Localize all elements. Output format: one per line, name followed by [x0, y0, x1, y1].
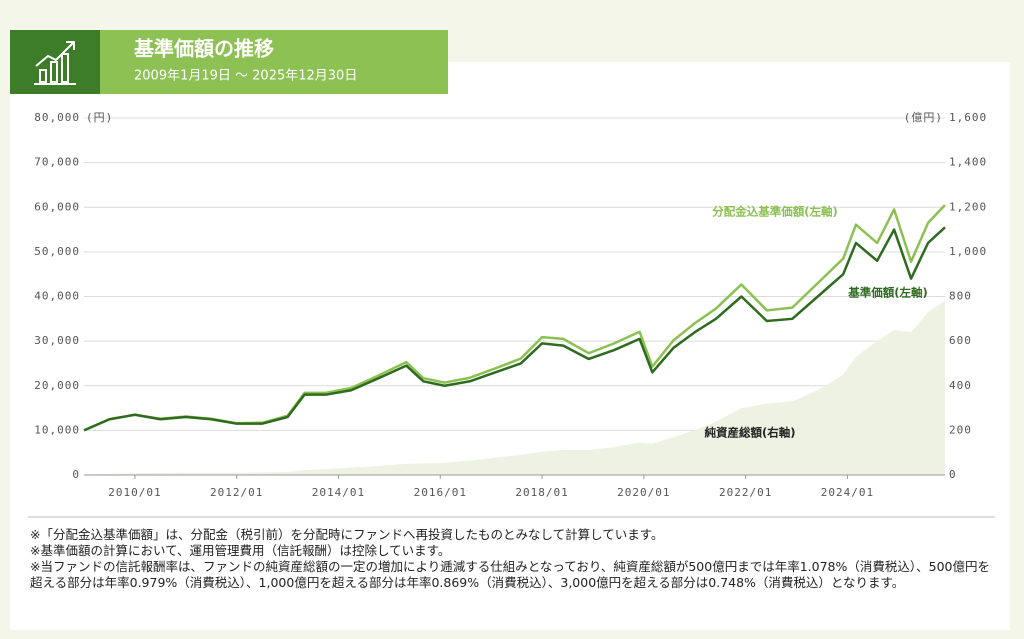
y2-tick-label: 1,200: [949, 200, 987, 213]
y-tick-label: 40,000: [34, 290, 80, 303]
y2-tick-label: 400: [949, 379, 972, 392]
y2-tick-label: 0: [949, 468, 957, 481]
y-tick-label: 20,000: [34, 379, 80, 392]
series-label: 基準価額(左軸): [847, 286, 928, 300]
chart-title: 基準価額の推移: [134, 37, 274, 61]
y2-tick-label: 200: [949, 423, 972, 436]
x-tick-label: 2024/01: [821, 486, 874, 499]
x-tick-label: 2014/01: [312, 486, 365, 499]
y-tick-label: 60,000: [34, 200, 80, 213]
y2-tick-label: 600: [949, 334, 972, 347]
y-tick-label: 50,000: [34, 245, 80, 258]
note: ※基準価額の計算において、運用管理費用（信託報酬）は控除しています。: [30, 543, 451, 558]
card: [10, 62, 1010, 630]
y2-tick-label: 1,600: [949, 111, 987, 124]
notes: ※「分配金込基準価額」は、分配金（税引前）を分配時にファンドへ再投資したものとみ…: [30, 527, 995, 591]
x-tick-label: 2016/01: [414, 486, 467, 499]
y-tick-label: 30,000: [34, 334, 80, 347]
series-label: 純資産総額(右軸): [704, 426, 795, 440]
x-tick-label: 2020/01: [617, 486, 670, 499]
chart-subtitle: 2009年1月19日 〜 2025年12月30日: [134, 69, 357, 84]
x-tick-label: 2010/01: [108, 486, 161, 499]
chart-icon: [34, 41, 76, 85]
note: ※「分配金込基準価額」は、分配金（税引前）を分配時にファンドへ再投資したものとみ…: [30, 527, 664, 542]
y2-tick-label: 1,000: [949, 245, 987, 258]
y-tick-label: 0: [72, 468, 80, 481]
y2-tick-label: 800: [949, 290, 972, 303]
series-label: 分配金込基準価額(左軸): [712, 205, 838, 219]
y-tick-label: 10,000: [34, 423, 80, 436]
x-tick-label: 2012/01: [210, 486, 263, 499]
x-tick-label: 2018/01: [515, 486, 568, 499]
note: ※当ファンドの信託報酬率は、ファンドの純資産総額の一定の増加により逓減する仕組み…: [30, 559, 990, 590]
header-bar: [100, 30, 448, 94]
y2-axis-unit: (億円): [904, 111, 943, 124]
x-tick-label: 2022/01: [719, 486, 772, 499]
y2-tick-label: 1,400: [949, 156, 987, 169]
y-tick-label: 70,000: [34, 156, 80, 169]
area: [84, 300, 945, 475]
y-tick-label: 80,000: [34, 111, 80, 124]
y-axis-unit: (円): [86, 111, 113, 124]
line: [83, 226, 946, 432]
